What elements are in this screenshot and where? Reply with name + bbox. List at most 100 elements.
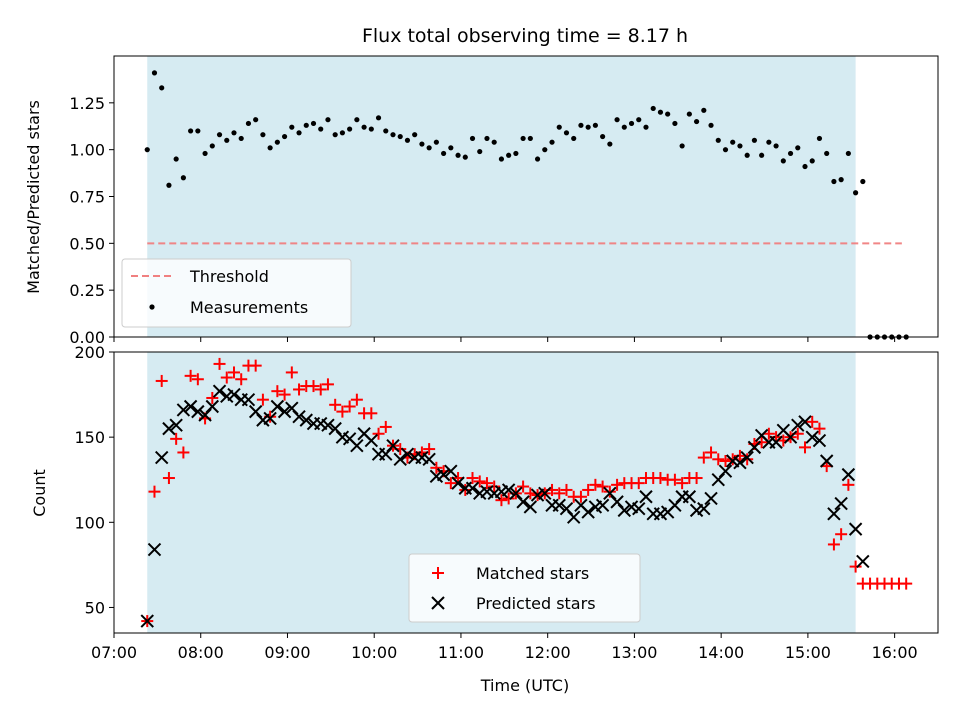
bottom-y-tick-label: 100 <box>74 513 105 532</box>
measurement-point <box>780 158 786 164</box>
top-panel: Flux total observing time = 8.17 h 0.000… <box>24 25 939 347</box>
matched-star-point <box>799 441 812 454</box>
matched-star-point <box>343 400 356 413</box>
legend-measurements-swatch <box>149 304 155 310</box>
measurement-point <box>809 158 815 164</box>
matched-star-point <box>314 383 327 396</box>
measurement-point <box>506 152 512 158</box>
matched-star-point <box>835 528 848 541</box>
legend-predicted-swatch <box>431 596 445 610</box>
predicted-star-point <box>516 495 530 509</box>
top-y-ticks: 0.00 0.25 0.50 0.75 1.00 1.25 <box>69 94 114 347</box>
measurement-point <box>238 135 244 142</box>
predicted-star-point <box>798 415 812 429</box>
predicted-star-point <box>227 387 241 402</box>
matched-star-point <box>206 391 219 404</box>
measurement-point <box>462 154 468 160</box>
predicted-star-point <box>350 438 364 453</box>
matched-star-point <box>184 369 197 382</box>
matched-star-point <box>842 478 855 491</box>
measurements-series <box>144 70 909 340</box>
measurement-point <box>802 163 808 170</box>
matched-star-point <box>596 480 609 493</box>
matched-star-point <box>502 492 515 505</box>
predicted-star-point <box>523 500 538 514</box>
measurement-point <box>231 130 237 136</box>
predicted-stars-series <box>140 384 870 628</box>
matched-star-point <box>553 487 566 500</box>
x-tick-label: 08:00 <box>178 643 224 662</box>
top-y-axis-label: Matched/Predicted stars <box>24 100 43 294</box>
top-y-tick-label: 0.00 <box>69 328 105 347</box>
measurement-point <box>513 150 519 157</box>
predicted-star-point <box>718 464 733 478</box>
measurement-point <box>853 190 859 196</box>
measurement-point <box>578 122 584 128</box>
matched-star-point <box>336 405 349 418</box>
predicted-star-point <box>632 501 646 516</box>
measurement-point <box>824 150 830 157</box>
matched-star-point <box>705 446 718 459</box>
matched-star-point <box>191 373 204 386</box>
measurement-point <box>672 120 678 127</box>
matched-star-point <box>285 366 298 379</box>
x-tick-label: 07:00 <box>91 643 137 662</box>
predicted-star-point <box>501 483 516 497</box>
matched-star-point <box>473 475 486 488</box>
measurement-point <box>144 147 150 153</box>
measurement-point <box>419 141 425 147</box>
measurement-point <box>527 135 533 142</box>
predicted-star-point <box>400 447 415 461</box>
top-plot-frame <box>113 55 939 338</box>
predicted-star-point <box>176 403 191 417</box>
measurement-point <box>216 132 223 138</box>
measurement-point <box>643 124 649 130</box>
measurement-point <box>563 130 570 136</box>
measurement-point <box>737 143 743 149</box>
measurement-point <box>274 139 280 145</box>
measurement-point <box>448 145 454 151</box>
measurement-point <box>180 175 186 181</box>
measurement-point <box>325 117 331 123</box>
matched-star-point <box>813 422 826 435</box>
predicted-star-point <box>791 418 805 432</box>
matched-star-point <box>293 383 306 396</box>
measurement-point <box>693 118 700 125</box>
x-tick-label: 13:00 <box>611 643 657 662</box>
matched-star-point <box>603 485 616 498</box>
measurement-point <box>715 137 721 143</box>
matched-star-point <box>849 560 862 573</box>
measurement-point <box>332 132 338 138</box>
measurement-point <box>722 147 729 153</box>
measurement-point <box>498 156 505 162</box>
measurement-point <box>260 132 266 138</box>
bottom-y-tick-label: 150 <box>74 428 105 447</box>
bottom-panel: 50 100 150 200 07:00 08:00 09:00 10:00 11:00 12:… <box>30 343 939 695</box>
x-tick-label: 16:00 <box>872 643 918 662</box>
matched-star-point <box>177 446 190 459</box>
matched-star-point <box>676 477 689 490</box>
measurement-point <box>600 133 606 140</box>
measurement-point <box>657 109 664 115</box>
measurement-point <box>751 137 758 143</box>
matched-star-point <box>444 477 457 490</box>
measurement-point <box>787 150 794 157</box>
measurement-point <box>339 130 346 136</box>
measurement-point <box>159 85 165 91</box>
bottom-y-tick-label: 50 <box>85 598 105 617</box>
x-tick-label: 10:00 <box>351 643 397 662</box>
predicted-star-point <box>566 510 581 524</box>
measurement-point <box>766 139 772 145</box>
measurement-point <box>151 70 158 76</box>
predicted-star-point <box>697 501 711 516</box>
matched-star-point <box>582 483 595 496</box>
measurement-point <box>318 126 324 132</box>
matched-star-point <box>755 436 768 449</box>
predicted-star-point <box>241 392 256 407</box>
measurement-point <box>520 135 526 142</box>
measurement-point <box>209 143 215 149</box>
predicted-star-point <box>827 507 841 521</box>
measurement-point <box>267 145 273 151</box>
matched-star-point <box>589 478 602 491</box>
legend-matched-swatch <box>432 567 444 579</box>
